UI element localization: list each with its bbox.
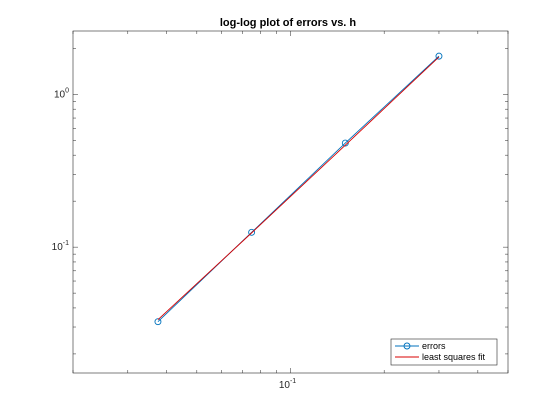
legend-marker	[403, 342, 411, 350]
plot-box	[72, 30, 509, 374]
legend-entry: least squares fit	[422, 352, 486, 362]
x-tick-label: 10-1	[279, 378, 296, 391]
data-point	[154, 318, 162, 326]
series-line-errors	[157, 55, 440, 323]
data-point	[248, 228, 256, 236]
data-point	[341, 139, 349, 147]
series-layer	[154, 52, 443, 326]
series-line-least-squares-fit	[157, 56, 440, 321]
legend-entry: errors	[422, 341, 446, 351]
chart-title: log-log plot of errors vs. h	[220, 17, 357, 29]
axes: 10-1 10-1 100	[52, 30, 509, 391]
y-tick-label: 10-1	[52, 240, 69, 253]
y-tick-label: 100	[54, 87, 69, 100]
data-point	[435, 52, 443, 60]
